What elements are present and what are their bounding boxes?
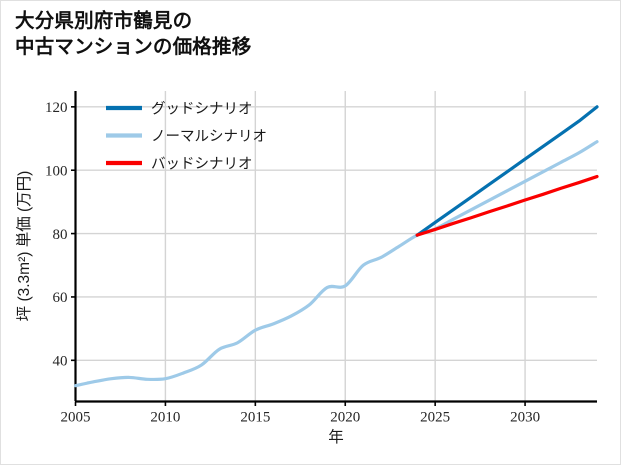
y-tick-label: 40 [53, 354, 68, 370]
x-tick-label: 2020 [330, 410, 360, 426]
legend-label: ノーマルシナリオ [151, 129, 267, 145]
chart-title-line2: 中古マンションの価格推移 [15, 35, 252, 58]
x-axis-title: 年 [328, 428, 344, 446]
x-tick-label: 2015 [240, 410, 270, 426]
axis-lines [74, 91, 597, 403]
x-tick-label: 2025 [420, 410, 450, 426]
chart-title-line1: 大分県別府市鶴見の [15, 10, 193, 32]
x-tick-labels: 2005 2010 2015 2020 2025 2030 [61, 401, 540, 426]
x-tick-label: 2005 [61, 410, 91, 426]
data-series [73, 105, 599, 388]
y-tick-label: 80 [53, 227, 68, 243]
gridlines [74, 91, 597, 402]
y-tick-label: 100 [45, 163, 68, 179]
y-tick-labels: 40 60 80 100 120 [45, 100, 76, 370]
y-axis-title: 坪 (3.3m²) 単価 (万円) [15, 171, 33, 322]
y-tick-label: 120 [45, 100, 68, 116]
legend-label: グッドシナリオ [151, 100, 253, 117]
series-line-bad [415, 174, 599, 237]
x-tick-label: 2010 [150, 410, 180, 426]
x-tick-label: 2030 [510, 410, 540, 426]
page-title: 大分県別府市鶴見の中古マンションの価格推移 [15, 9, 251, 60]
series-line-good [415, 105, 599, 237]
series-line-normal [73, 140, 599, 388]
y-tick-label: 60 [53, 290, 68, 306]
legend-label: バッドシナリオ [151, 156, 253, 172]
